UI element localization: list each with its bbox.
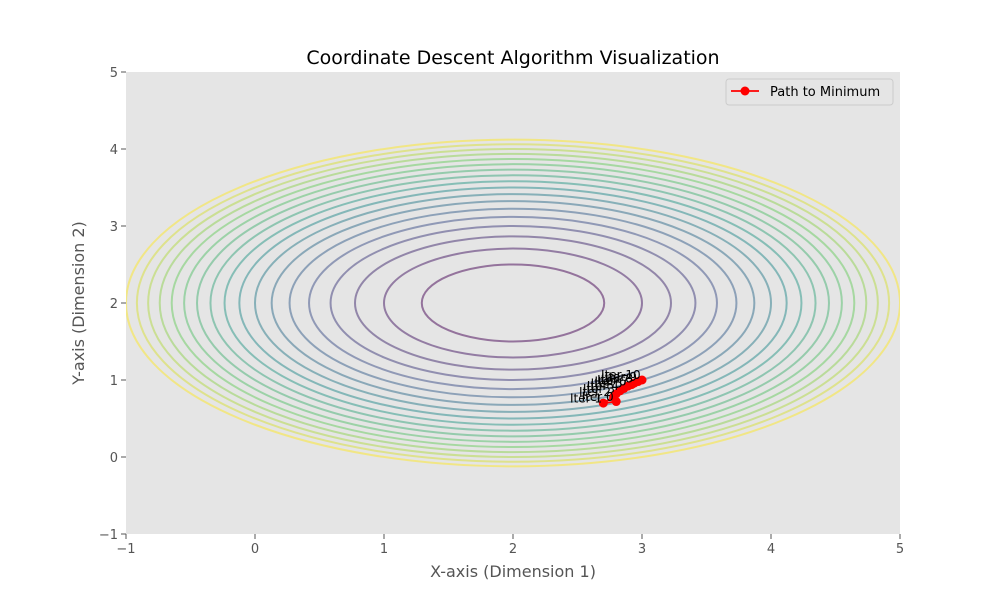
axes: −1 0 1 2 3 4 5 −1 0 1 2 3 4 5 bbox=[99, 66, 904, 557]
contour-line bbox=[135, 143, 891, 463]
contour-line bbox=[420, 263, 606, 343]
iteration-annotation: Iter 0 bbox=[582, 390, 614, 404]
contour-line bbox=[383, 247, 643, 359]
y-tick-label: 1 bbox=[110, 374, 118, 389]
contour-line bbox=[147, 148, 879, 458]
x-tick-label: 2 bbox=[509, 542, 517, 557]
contour-line bbox=[223, 180, 803, 426]
plot-area bbox=[126, 72, 900, 534]
contour-line bbox=[209, 174, 817, 432]
x-tick-label: 1 bbox=[380, 542, 388, 557]
y-axis-label: Y-axis (Dimension 2) bbox=[69, 221, 88, 386]
x-tick-label: −1 bbox=[116, 542, 135, 557]
iteration-annotation: Iter 6 bbox=[595, 374, 627, 388]
path-point bbox=[611, 397, 621, 407]
x-tick-label: 4 bbox=[767, 542, 775, 557]
iteration-annotation: Iter 4 bbox=[587, 379, 619, 393]
contour-line bbox=[254, 193, 772, 413]
contour-line bbox=[288, 207, 738, 399]
iteration-annotation: Iter 5 bbox=[591, 377, 623, 391]
contour-line bbox=[329, 225, 697, 381]
x-tick-label: 0 bbox=[251, 542, 259, 557]
legend-box bbox=[725, 78, 894, 106]
y-tick-label: 5 bbox=[110, 66, 118, 81]
iteration-annotation: Iter 3 bbox=[583, 382, 615, 396]
contour-line bbox=[126, 138, 900, 468]
legend: Path to Minimum bbox=[725, 78, 894, 106]
iteration-annotation: Iter 8 bbox=[601, 371, 633, 385]
chart-title: Coordinate Descent Algorithm Visualizati… bbox=[306, 47, 719, 69]
iteration-annotation: Iter 9 bbox=[605, 370, 637, 384]
contour-line bbox=[183, 163, 843, 443]
contour-line bbox=[270, 200, 756, 406]
iteration-annotation: Iter 1 bbox=[570, 391, 602, 405]
contour-line bbox=[196, 168, 830, 438]
contour-line bbox=[354, 235, 672, 371]
y-tick-label: 3 bbox=[110, 220, 118, 235]
path-point bbox=[598, 398, 608, 408]
legend-label: Path to Minimum bbox=[770, 85, 880, 100]
legend-marker-swatch bbox=[740, 86, 750, 96]
contour-lines bbox=[126, 138, 900, 468]
y-tick-label: 2 bbox=[110, 297, 118, 312]
contour-line bbox=[238, 186, 788, 420]
y-tick-label: −1 bbox=[99, 528, 118, 543]
x-tick-label: 3 bbox=[638, 542, 646, 557]
x-axis-label: X-axis (Dimension 1) bbox=[430, 562, 596, 581]
x-tick-label: 5 bbox=[896, 542, 904, 557]
contour-line bbox=[170, 157, 856, 449]
y-tick-label: 4 bbox=[110, 143, 118, 158]
path-series bbox=[598, 375, 647, 408]
iteration-annotation: Iter 2 bbox=[579, 385, 611, 399]
contour-line bbox=[308, 215, 718, 391]
iteration-annotation: Iter 7 bbox=[597, 373, 629, 387]
contour-line bbox=[158, 152, 868, 454]
y-tick-label: 0 bbox=[110, 451, 118, 466]
iteration-annotation: Iter 10 bbox=[601, 368, 641, 382]
